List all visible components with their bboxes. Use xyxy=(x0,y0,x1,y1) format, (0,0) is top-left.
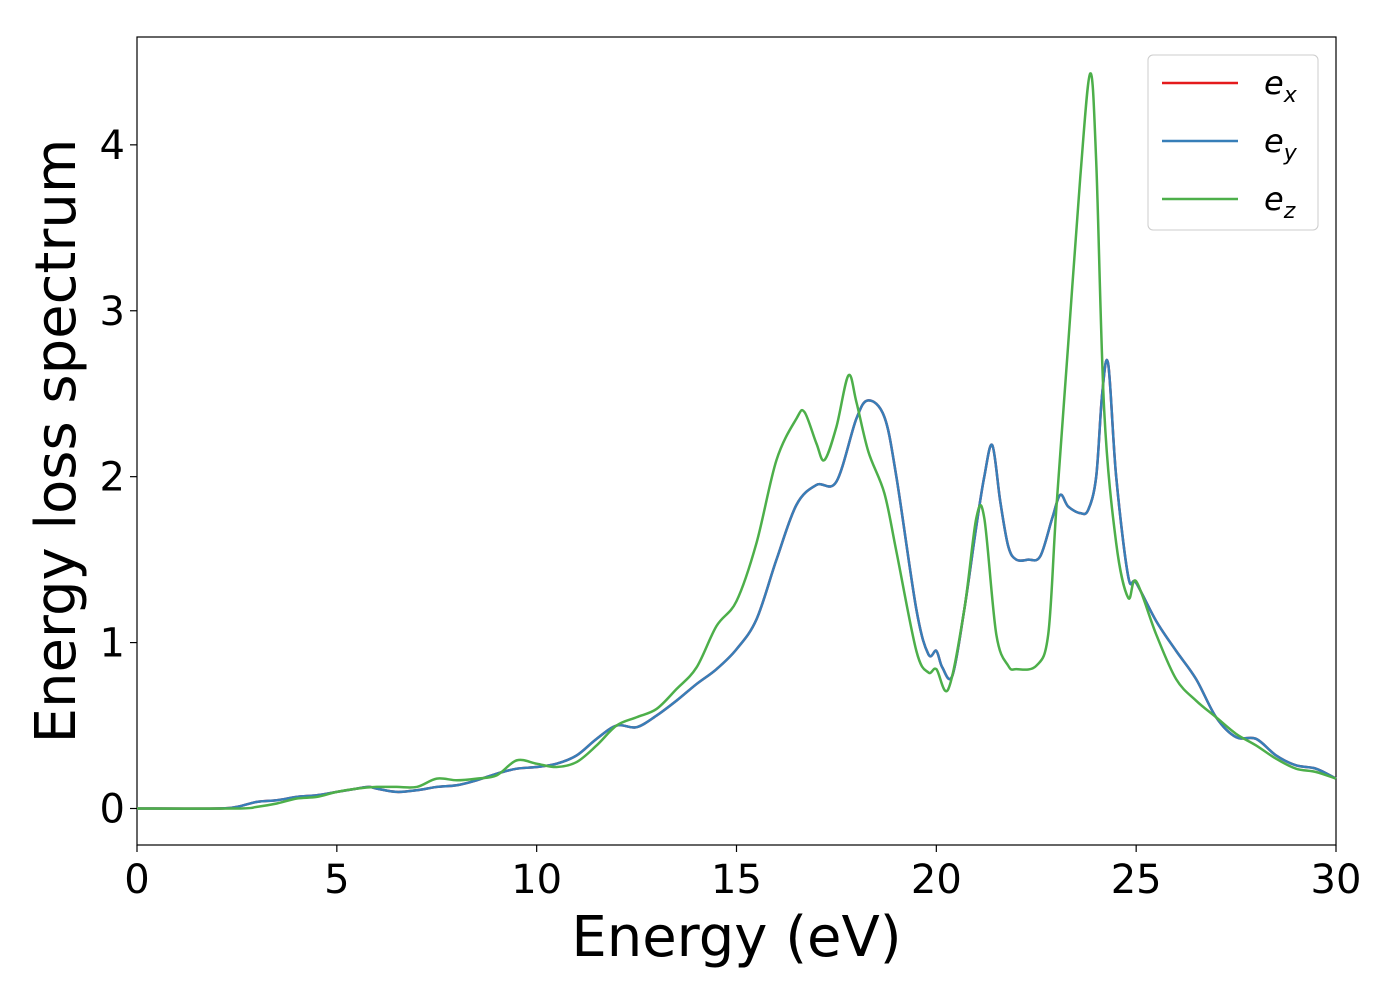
x-tick-label: 15 xyxy=(711,857,762,903)
y-tick-label: 4 xyxy=(100,123,125,169)
series-line-x xyxy=(137,360,1336,809)
y-tick-label: 0 xyxy=(100,786,125,832)
y-tick-label: 1 xyxy=(100,621,125,667)
y-axis-ticks: 0 1 2 3 4 xyxy=(100,123,137,833)
y-tick-label: 2 xyxy=(100,455,125,501)
x-tick-label: 25 xyxy=(1111,857,1162,903)
x-tick-label: 20 xyxy=(911,857,962,903)
y-tick-label: 3 xyxy=(100,289,125,335)
x-tick-label: 5 xyxy=(324,857,349,903)
x-axis-ticks: 0 5 10 15 20 25 30 xyxy=(124,845,1361,903)
x-tick-label: 10 xyxy=(511,857,562,903)
y-axis-title: Energy loss spectrum xyxy=(24,139,89,744)
x-axis-title: Energy (eV) xyxy=(571,905,901,970)
x-tick-label: 30 xyxy=(1311,857,1362,903)
x-tick-label: 0 xyxy=(124,857,149,903)
series-line-y xyxy=(137,360,1336,809)
